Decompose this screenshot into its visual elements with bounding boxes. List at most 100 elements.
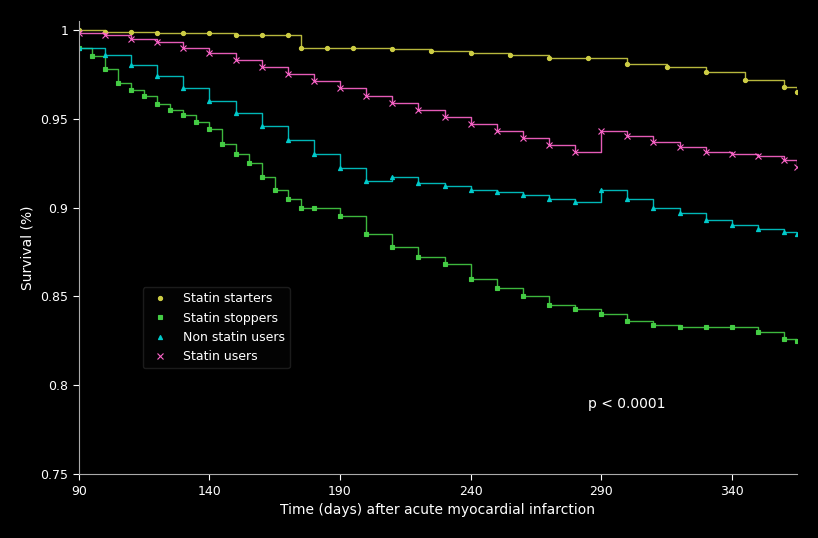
Statin starters — [74, 26, 83, 33]
Statin stoppers — [596, 311, 606, 317]
Statin stoppers — [413, 254, 423, 260]
Non statin users — [518, 192, 528, 199]
Non statin users — [492, 188, 501, 195]
Statin stoppers — [244, 160, 254, 166]
Statin stoppers — [649, 322, 658, 328]
Statin starters — [348, 44, 358, 51]
Statin starters — [701, 69, 711, 76]
Statin users — [793, 164, 802, 170]
Statin starters — [740, 76, 750, 83]
Non statin users — [570, 199, 580, 206]
Statin users — [780, 156, 789, 162]
Statin users — [100, 32, 110, 38]
Line: Statin stoppers: Statin stoppers — [77, 45, 799, 343]
Non statin users — [413, 179, 423, 186]
Non statin users — [152, 73, 162, 79]
Statin stoppers — [701, 323, 711, 330]
Non statin users — [675, 210, 685, 216]
Statin users — [388, 100, 398, 106]
Statin stoppers — [518, 293, 528, 300]
Statin users — [204, 49, 214, 56]
Statin stoppers — [675, 323, 685, 330]
Text: p < 0.0001: p < 0.0001 — [588, 398, 666, 412]
Statin users — [701, 149, 711, 155]
Statin starters — [322, 44, 332, 51]
Statin users — [362, 93, 371, 99]
Statin users — [335, 85, 345, 91]
Statin starters — [780, 83, 789, 90]
Non statin users — [622, 195, 632, 202]
Statin stoppers — [388, 243, 398, 250]
Statin stoppers — [139, 93, 149, 99]
Non statin users — [649, 204, 658, 211]
Statin stoppers — [296, 204, 306, 211]
Legend: Statin starters, Statin stoppers, Non statin users, Statin users: Statin starters, Statin stoppers, Non st… — [142, 287, 290, 368]
Statin users — [622, 133, 632, 140]
Y-axis label: Survival (%): Survival (%) — [20, 206, 35, 290]
Statin starters — [231, 32, 240, 38]
Statin starters — [793, 89, 802, 95]
Non statin users — [100, 52, 110, 58]
Non statin users — [793, 231, 802, 237]
Statin stoppers — [178, 112, 188, 118]
Statin users — [152, 39, 162, 45]
Statin stoppers — [780, 336, 789, 342]
Statin users — [727, 151, 737, 158]
Statin starters — [465, 49, 475, 56]
Statin starters — [544, 55, 554, 61]
Statin users — [283, 71, 293, 77]
Line: Statin users: Statin users — [76, 31, 800, 169]
Statin users — [492, 128, 501, 134]
Non statin users — [257, 123, 267, 129]
Statin starters — [505, 52, 515, 58]
Statin starters — [152, 30, 162, 37]
Statin starters — [388, 46, 398, 53]
Statin stoppers — [74, 44, 83, 51]
Statin stoppers — [362, 231, 371, 237]
Statin starters — [662, 64, 672, 70]
Statin stoppers — [126, 87, 136, 94]
Statin stoppers — [165, 107, 175, 113]
Statin stoppers — [257, 174, 267, 181]
Statin stoppers — [622, 318, 632, 324]
Statin stoppers — [793, 338, 802, 344]
Statin stoppers — [218, 140, 227, 147]
Statin users — [231, 56, 240, 63]
Statin users — [126, 36, 136, 42]
Statin stoppers — [87, 53, 97, 60]
Statin stoppers — [335, 213, 345, 220]
Statin users — [309, 78, 319, 84]
Statin users — [518, 135, 528, 141]
Statin starters — [100, 29, 110, 35]
Statin starters — [204, 30, 214, 37]
Non statin users — [727, 222, 737, 229]
Non statin users — [701, 217, 711, 223]
Statin starters — [257, 32, 267, 38]
Non statin users — [596, 187, 606, 193]
Line: Statin starters: Statin starters — [77, 27, 799, 94]
Statin starters — [126, 29, 136, 35]
Statin stoppers — [270, 187, 280, 193]
Statin stoppers — [283, 195, 293, 202]
Non statin users — [753, 225, 763, 232]
Statin starters — [283, 32, 293, 38]
Non statin users — [465, 187, 475, 193]
Statin users — [178, 44, 188, 51]
Non statin users — [544, 195, 554, 202]
Line: Non statin users: Non statin users — [77, 45, 799, 236]
Non statin users — [231, 110, 240, 117]
Non statin users — [388, 174, 398, 181]
Statin stoppers — [152, 101, 162, 108]
Statin users — [570, 149, 580, 155]
Statin stoppers — [492, 284, 501, 291]
Statin stoppers — [113, 80, 123, 86]
Statin stoppers — [544, 302, 554, 308]
Statin starters — [622, 60, 632, 67]
Statin stoppers — [100, 66, 110, 72]
Statin stoppers — [570, 306, 580, 312]
Non statin users — [335, 165, 345, 172]
Non statin users — [178, 85, 188, 91]
Statin users — [74, 30, 83, 37]
Non statin users — [204, 97, 214, 104]
Statin starters — [296, 44, 306, 51]
